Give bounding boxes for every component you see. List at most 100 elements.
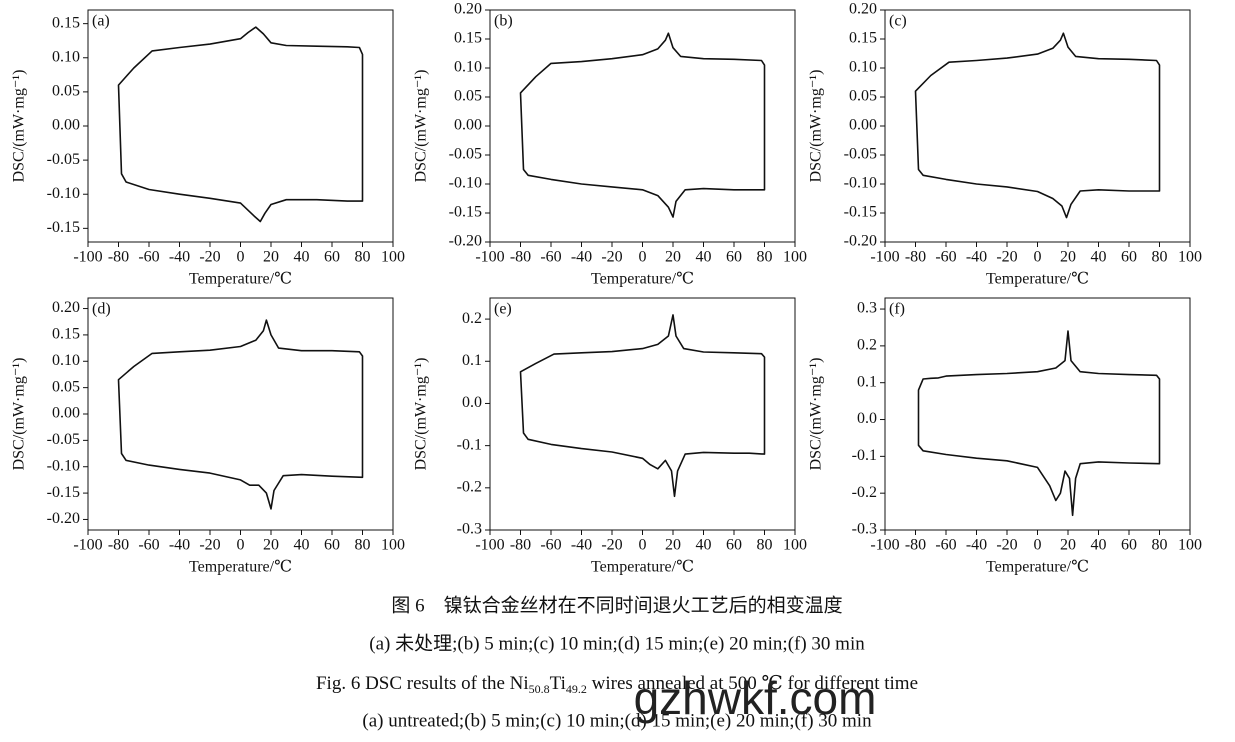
- x-tick-label: -20: [996, 249, 1017, 266]
- x-tick-label: 0: [639, 537, 647, 554]
- y-tick-label: -0.05: [844, 146, 877, 163]
- y-tick-label: -0.15: [47, 484, 80, 501]
- x-axis-label: Temperature/℃: [986, 271, 1089, 288]
- y-tick-label: 0.10: [454, 59, 482, 76]
- x-tick-label: 100: [381, 249, 405, 266]
- x-tick-label: -100: [475, 249, 504, 266]
- x-tick-label: 80: [757, 249, 773, 266]
- y-tick-label: 0.2: [857, 337, 877, 354]
- plots: -100 -80 -60 -40 -20 0 20 40 60 80 100-0.15-0.10-0…: [11, 1, 1202, 576]
- y-tick-label: -0.20: [449, 233, 482, 250]
- dsc-curve: [914, 32, 1161, 219]
- y-tick-label: 0.2: [462, 310, 482, 327]
- x-tick-label: 20: [1060, 249, 1076, 266]
- x-tick-label: -100: [73, 537, 102, 554]
- y-tick-label: 0.05: [52, 378, 80, 395]
- x-tick-label: -40: [169, 537, 190, 554]
- y-tick-label: 0.20: [52, 299, 80, 316]
- x-tick-label: -40: [169, 249, 190, 266]
- y-tick-label: 0.00: [52, 117, 80, 134]
- x-tick-label: -20: [199, 249, 220, 266]
- panel-label: (d): [92, 301, 111, 318]
- x-tick-label: 100: [381, 537, 405, 554]
- plot-frame: [489, 9, 796, 243]
- y-tick-label: 0.3: [857, 300, 877, 317]
- x-tick-label: 40: [696, 249, 712, 266]
- x-tick-label: 0: [1034, 537, 1042, 554]
- y-tick-label: -0.2: [852, 484, 877, 501]
- x-tick-label: 80: [1152, 537, 1168, 554]
- x-tick-label: -60: [138, 537, 159, 554]
- panel-label: (b): [494, 13, 513, 30]
- x-tick-label: -60: [540, 249, 561, 266]
- y-tick-label: -0.3: [852, 521, 877, 538]
- y-tick-label: -0.10: [47, 185, 80, 202]
- x-tick-label: 80: [355, 249, 371, 266]
- y-tick-label: 0.0: [857, 410, 877, 427]
- y-tick-label: -0.05: [47, 151, 80, 168]
- x-tick-label: -40: [966, 249, 987, 266]
- y-axis-label: DSC/(mW·mg⁻¹): [413, 358, 430, 471]
- x-tick-label: 40: [294, 249, 310, 266]
- plot-frame: [489, 297, 796, 531]
- y-tick-label: 0.00: [849, 117, 877, 134]
- x-tick-label: -100: [870, 249, 899, 266]
- y-tick-label: -0.15: [844, 204, 877, 221]
- y-tick-label: 0.20: [454, 1, 482, 18]
- caption-sub: 50.8: [529, 682, 550, 696]
- x-tick-label: -20: [199, 537, 220, 554]
- x-tick-label: 60: [1121, 249, 1137, 266]
- x-tick-label: -40: [571, 249, 592, 266]
- x-tick-label: -100: [870, 537, 899, 554]
- y-tick-label: 0.05: [454, 88, 482, 105]
- y-axis-label: DSC/(mW·mg⁻¹): [11, 70, 28, 183]
- x-tick-label: 100: [783, 537, 807, 554]
- x-tick-label: 60: [726, 249, 742, 266]
- x-tick-label: 60: [324, 537, 340, 554]
- x-tick-label: 60: [726, 537, 742, 554]
- x-tick-label: 100: [1178, 537, 1202, 554]
- x-tick-label: 0: [237, 249, 245, 266]
- dsc-curve: [117, 26, 364, 223]
- y-tick-label: 0.1: [462, 352, 482, 369]
- plot-frame: [87, 297, 394, 531]
- watermark: gzhwkf.com: [634, 672, 877, 724]
- panel-label: (f): [889, 301, 905, 318]
- caption-en-items: (a) untreated;(b) 5 min;(c) 10 min;(d) 1…: [362, 710, 872, 731]
- y-tick-label: -0.1: [457, 436, 482, 453]
- caption-cn-title: 图 6 镍钛合金丝材在不同时间退火工艺后的相变温度: [391, 594, 842, 616]
- panel-label: (e): [494, 301, 512, 318]
- panel: -100 -80 -60 -40 -20 0 20 40 60 80 100 -0.3 -0.2 -0.1…: [808, 297, 1202, 576]
- x-tick-label: 20: [1060, 537, 1076, 554]
- y-axis-label: DSC/(mW·mg⁻¹): [413, 70, 430, 183]
- x-tick-label: 0: [1034, 249, 1042, 266]
- y-tick-label: -0.10: [449, 175, 482, 192]
- y-tick-label: -0.20: [844, 233, 877, 250]
- plot-frame: [884, 297, 1191, 531]
- panel: -100 -80 -60 -40 -20 0 20 40 60 80 100 -0.20 -0.15 -0…: [413, 1, 807, 288]
- plot-frame: [87, 9, 394, 243]
- x-tick-label: -80: [510, 537, 531, 554]
- x-tick-label: -80: [905, 249, 926, 266]
- panel-label: (c): [889, 13, 907, 30]
- x-tick-label: 40: [1091, 249, 1107, 266]
- y-tick-label: -0.3: [457, 521, 482, 538]
- panel-label: (a): [92, 13, 110, 30]
- caption-cn-items: (a) 未处理;(b) 5 min;(c) 10 min;(d) 15 min;…: [369, 632, 865, 654]
- y-tick-label: 0.05: [52, 83, 80, 100]
- dsc-curve: [917, 330, 1161, 517]
- x-axis-label: Temperature/℃: [189, 559, 292, 576]
- y-tick-label: 0.1: [857, 373, 877, 390]
- x-axis-label: Temperature/℃: [591, 559, 694, 576]
- dsc-curve: [519, 32, 766, 218]
- y-tick-label: 0.15: [52, 14, 80, 31]
- y-tick-label: 0.00: [52, 405, 80, 422]
- caption-part: wires annealed at 500 ℃ for different ti…: [587, 673, 918, 694]
- x-tick-label: 60: [324, 249, 340, 266]
- x-tick-label: 80: [355, 537, 371, 554]
- x-tick-label: -100: [73, 249, 102, 266]
- x-tick-label: 80: [757, 537, 773, 554]
- x-tick-label: 60: [1121, 537, 1137, 554]
- dsc-curve: [519, 314, 766, 498]
